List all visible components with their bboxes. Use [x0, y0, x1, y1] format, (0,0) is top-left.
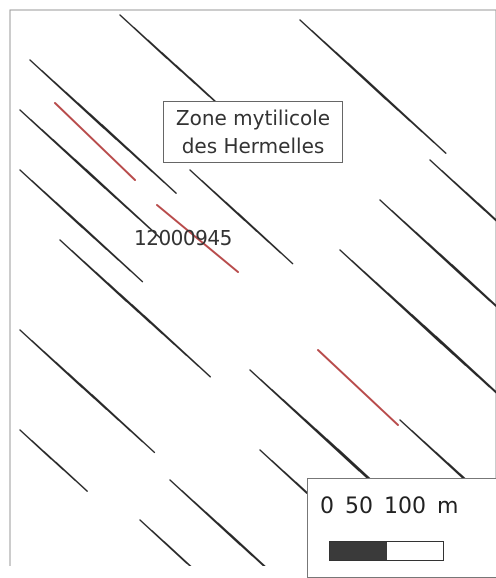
mussel-line — [143, 314, 212, 378]
mussel-line — [423, 324, 496, 394]
mussel-line-highlight — [317, 349, 399, 426]
scale-bar — [329, 541, 444, 561]
mussel-line — [453, 180, 496, 222]
mussel-line — [237, 212, 294, 265]
mussel-line — [465, 191, 496, 222]
mussel-line — [91, 394, 156, 454]
mussel-line — [205, 511, 266, 566]
scale-text: 0 50 100 m — [320, 494, 459, 519]
mussel-line — [451, 264, 496, 307]
mussel-line — [101, 124, 177, 194]
mussel-line — [85, 168, 161, 239]
mussel-line — [55, 461, 88, 492]
scale-bar-dark-segment — [330, 542, 387, 560]
mussel-line — [415, 231, 496, 308]
mussel-line — [163, 540, 192, 566]
scale-bar-legend: 0 50 100 m — [307, 478, 496, 578]
mussel-line — [359, 73, 447, 154]
highlighted-lines — [54, 102, 399, 426]
mussel-line — [427, 242, 496, 307]
map-frame — [9, 9, 496, 566]
mussel-line-highlight — [156, 204, 239, 273]
mussel-line — [435, 335, 496, 393]
mussel-line — [217, 522, 266, 566]
zone-label: Zone mytilicole des Hermelles — [163, 101, 343, 163]
mussel-line — [477, 202, 496, 221]
mussel-line — [151, 530, 192, 566]
mussel-line — [229, 533, 266, 566]
parcel-id-label: 12000945 — [134, 226, 232, 250]
mussel-line — [439, 253, 496, 307]
mussel-line-highlight — [54, 102, 136, 181]
mussel-line — [79, 223, 144, 283]
mussel-line — [399, 303, 496, 394]
